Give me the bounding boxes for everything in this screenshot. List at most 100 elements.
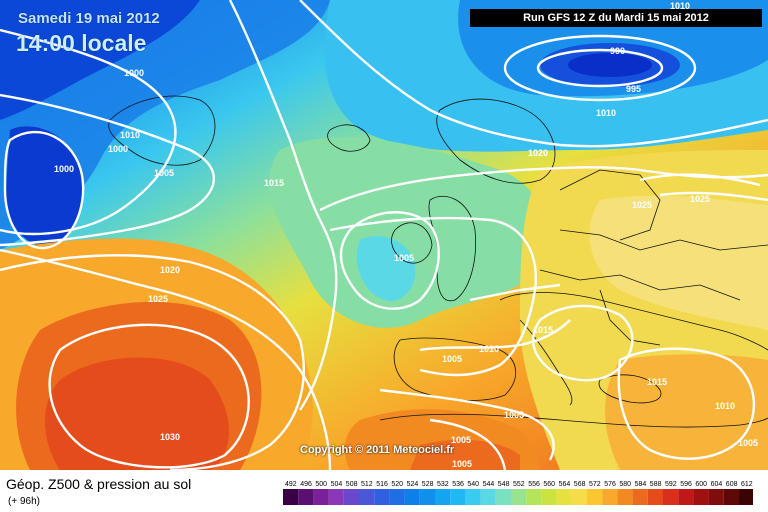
legend-tick-label: 504 [331, 481, 343, 488]
isobars [0, 0, 768, 470]
legend-swatch [283, 489, 299, 505]
legend-swatch [647, 489, 663, 505]
legend-tick-label: 560 [543, 481, 555, 488]
isobar-label: 1005 [394, 253, 414, 263]
legend-tick-label: 600 [695, 481, 707, 488]
isobar-label: 1030 [160, 432, 180, 442]
isobar-label: 1010 [596, 108, 616, 118]
legend-swatch [343, 489, 359, 505]
legend-swatch [465, 489, 481, 505]
copyright: Copyright © 2011 Meteociel.fr [300, 444, 455, 456]
isobar-label: 1005 [442, 354, 462, 364]
forecast-range: (+ 96h) [8, 496, 40, 507]
isobar-label: 995 [626, 84, 641, 94]
legend-tick-label: 588 [650, 481, 662, 488]
legend-swatch [359, 489, 375, 505]
legend-swatch [632, 489, 648, 505]
legend-swatch [587, 489, 603, 505]
color-legend: 492 496 500 504 508 512 516 520 524 528 532 536 540 5… [283, 481, 753, 505]
forecast-local-time: 14:00 locale [16, 30, 147, 56]
legend-tick-label: 556 [528, 481, 540, 488]
isobar-label: 1015 [264, 178, 284, 188]
isobar-labels: 1010 1000 990 995 1010 1000 1010 1005 10… [54, 1, 758, 469]
legend-tick-label: 596 [680, 481, 692, 488]
legend-tick-label: 552 [513, 481, 525, 488]
isobar-label: 990 [610, 46, 625, 56]
legend-swatch [298, 489, 314, 505]
legend-swatch [602, 489, 618, 505]
isobar-label: 1005 [504, 410, 524, 420]
legend-tick-label: 580 [619, 481, 631, 488]
legend-swatch [693, 489, 709, 505]
isobar-label: 1010 [120, 130, 140, 140]
run-label: Run GFS 12 Z du Mardi 15 mai 2012 [470, 9, 762, 27]
legend-tick-label: 612 [741, 481, 753, 488]
legend-tick-label: 496 [300, 481, 312, 488]
isobar-label: 1015 [647, 377, 667, 387]
legend-tick-label: 584 [635, 481, 647, 488]
legend-swatch [739, 489, 753, 505]
legend-tick-label: 548 [498, 481, 510, 488]
legend-swatch [511, 489, 527, 505]
chart-title: Géop. Z500 & pression au sol [6, 476, 192, 492]
isobar-label: 1025 [148, 294, 168, 304]
legend-tick-label: 572 [589, 481, 601, 488]
isobar-label: 1005 [154, 168, 174, 178]
z500-field: 1010 1000 990 995 1010 1000 1010 1005 10… [0, 0, 768, 470]
legend-tick-label: 508 [346, 481, 358, 488]
legend-swatch [374, 489, 390, 505]
legend-swatch [663, 489, 679, 505]
isobar-label: 1000 [54, 164, 74, 174]
legend-swatch [723, 489, 739, 505]
legend-swatch [404, 489, 420, 505]
legend-swatch [389, 489, 405, 505]
forecast-date: Samedi 19 mai 2012 [18, 10, 160, 27]
legend-swatch [450, 489, 466, 505]
isobar-label: 1025 [632, 200, 652, 210]
isobar-label: 1020 [160, 265, 180, 275]
legend-swatch [480, 489, 496, 505]
legend-tick-label: 532 [437, 481, 449, 488]
isobar-label: 1010 [715, 401, 735, 411]
isobar-label: 1010 [670, 1, 690, 11]
legend-tick-label: 592 [665, 481, 677, 488]
legend-tick-label: 520 [391, 481, 403, 488]
legend-tick-label: 540 [467, 481, 479, 488]
legend-swatch [678, 489, 694, 505]
legend-swatch [328, 489, 344, 505]
legend-swatch [495, 489, 511, 505]
weather-map: 1010 1000 990 995 1010 1000 1010 1005 10… [0, 0, 768, 470]
isobar-label: 1000 [108, 144, 128, 154]
legend-swatch [617, 489, 633, 505]
isobar-label: 1005 [738, 438, 758, 448]
legend-tick-label: 576 [604, 481, 616, 488]
legend-swatch [708, 489, 724, 505]
isobar-label: 1010 [479, 344, 499, 354]
legend-swatch [556, 489, 572, 505]
legend-tick-label: 544 [483, 481, 495, 488]
legend-tick-label: 608 [726, 481, 738, 488]
isobar-label: 1005 [452, 459, 472, 469]
coastlines [108, 95, 768, 428]
isobar-label: 1005 [451, 435, 471, 445]
legend-tick-label: 564 [559, 481, 571, 488]
isobar-label: 1025 [690, 194, 710, 204]
legend-tick-label: 516 [376, 481, 388, 488]
legend-tick-label: 536 [452, 481, 464, 488]
legend-swatch [526, 489, 542, 505]
legend-tick-label: 604 [711, 481, 723, 488]
legend-tick-label: 568 [574, 481, 586, 488]
footer: Géop. Z500 & pression au sol (+ 96h) 492… [0, 470, 768, 512]
legend-tick-label: 524 [407, 481, 419, 488]
isobar-label: 1000 [124, 68, 144, 78]
legend-swatch [541, 489, 557, 505]
isobar-label: 1015 [533, 325, 553, 335]
legend-tick-label: 528 [422, 481, 434, 488]
isobar-label: 1020 [528, 148, 548, 158]
legend-tick-label: 492 [285, 481, 297, 488]
legend-tick-label: 500 [315, 481, 327, 488]
legend-tick-label: 512 [361, 481, 373, 488]
legend-swatch [571, 489, 587, 505]
legend-swatch [435, 489, 451, 505]
legend-swatch [313, 489, 329, 505]
